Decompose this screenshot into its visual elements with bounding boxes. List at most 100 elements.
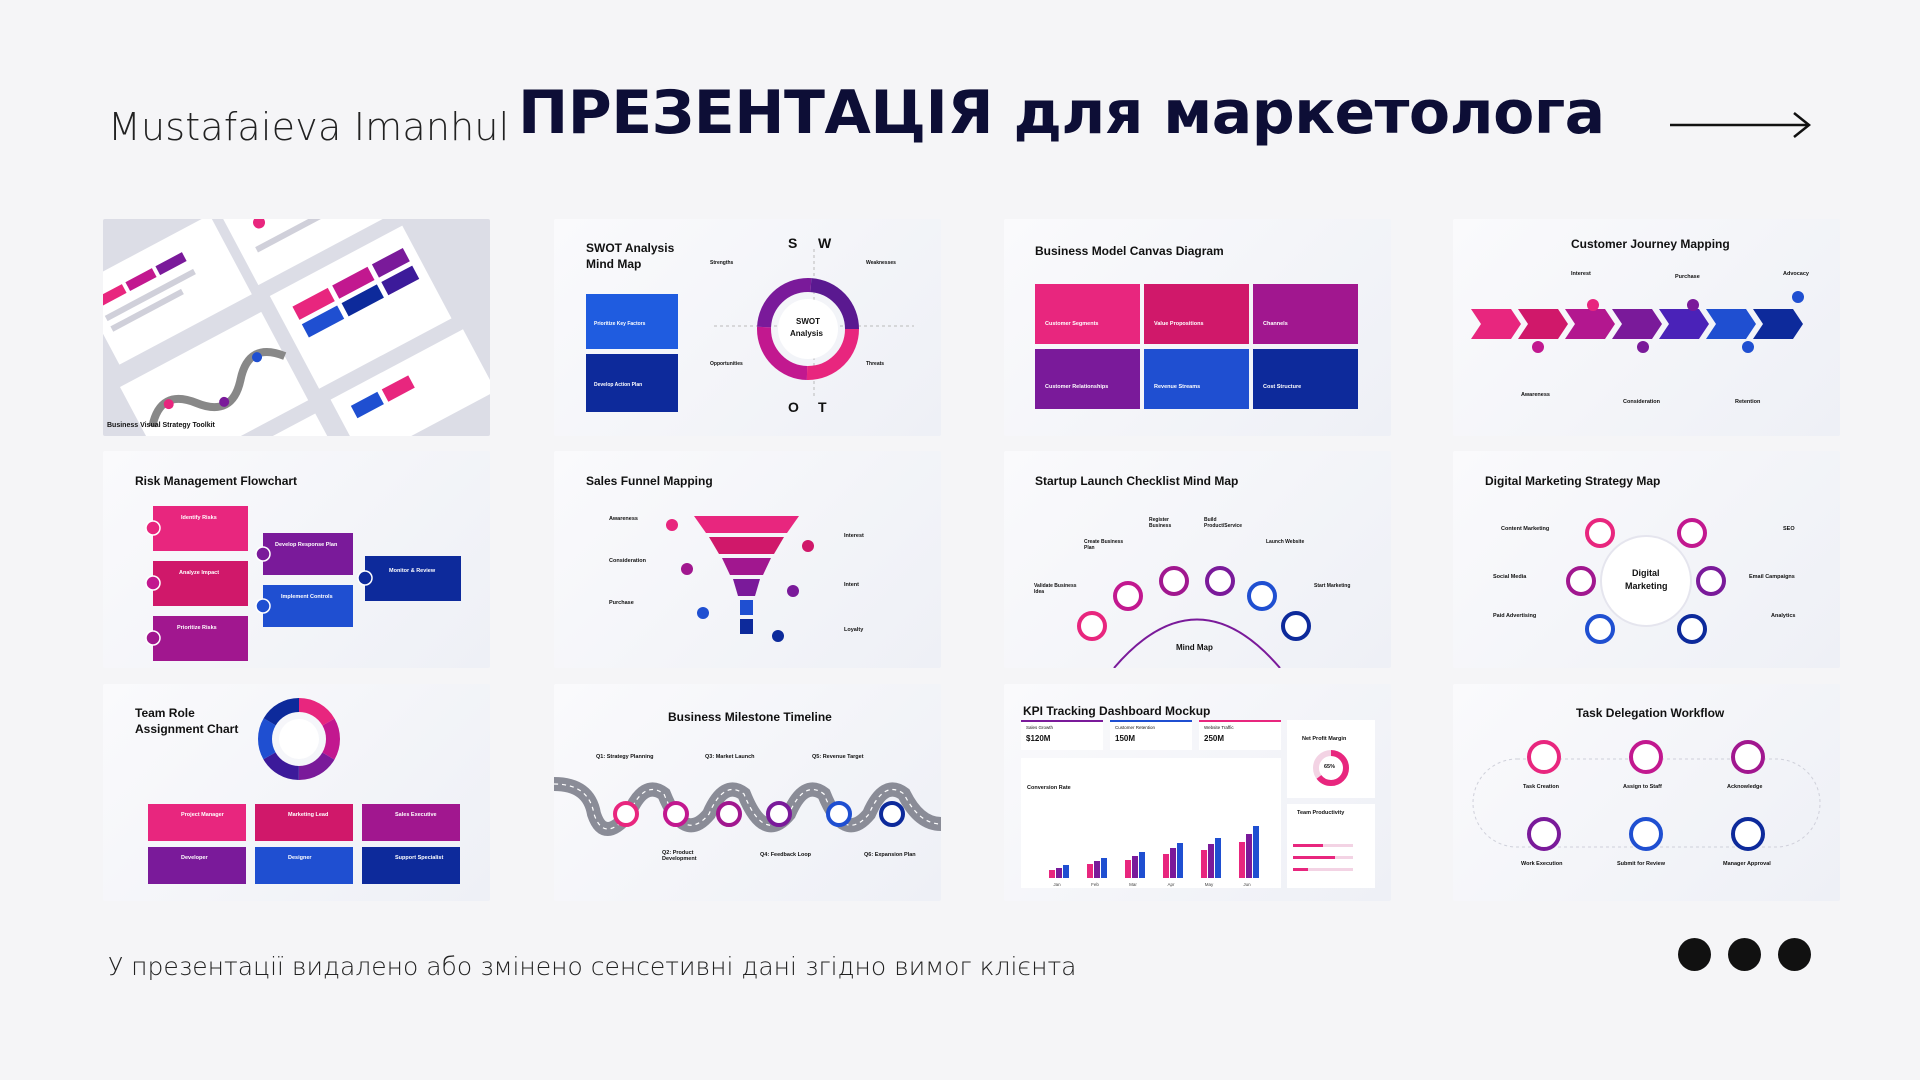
bmc-cell: Channels (1263, 321, 1288, 327)
swot-item: Weaknesses (866, 260, 896, 266)
digital-label: Email Campaigns (1749, 574, 1795, 580)
kpi-label: Sales Growth (1026, 725, 1054, 730)
task-step: Assign to Staff (1623, 784, 1662, 790)
swot-letter-t: T (818, 399, 827, 415)
kpi-bar-chart: Jan Feb Mar Apr May Jun (1049, 826, 1259, 887)
slide-title: Risk Management Flowchart (135, 474, 298, 488)
kpi-month-label: Jan (1053, 882, 1061, 887)
team-role: Project Manager (181, 812, 224, 818)
swot-center-1: SWOT (796, 317, 820, 326)
milestone-label: Q5: Revenue Target (812, 754, 864, 760)
journey-label: Consideration (1623, 399, 1660, 405)
slide-thumbnail-team[interactable]: Team Role Assignment Chart Project Manag… (103, 684, 490, 901)
productivity-label: Team Productivity (1297, 810, 1345, 816)
task-step: Acknowledge (1727, 784, 1763, 790)
risk-box: Monitor & Review (389, 568, 436, 574)
dot-icon (1678, 938, 1711, 971)
slide-title: Startup Launch Checklist Mind Map (1035, 474, 1239, 488)
mindmap-center: Mind Map (1176, 643, 1213, 652)
milestone-label: Q4: Feedback Loop (760, 852, 812, 858)
digital-label: Content Marketing (1501, 526, 1550, 532)
team-role: Sales Executive (395, 812, 437, 818)
kpi-bar (1215, 838, 1221, 878)
milestone-label: Q1: Strategy Planning (596, 754, 654, 760)
digital-map (1566, 518, 1726, 644)
kpi-month-label: Jun (1243, 882, 1251, 887)
kpi-bar (1246, 834, 1252, 878)
slide-title: SWOT Analysis (586, 241, 675, 255)
milestone-road (554, 777, 941, 836)
kpi-label: Website Traffic (1204, 725, 1234, 730)
kpi-label: Customer Retention (1115, 725, 1156, 730)
task-step: Task Creation (1523, 784, 1559, 790)
team-role: Marketing Lead (288, 812, 329, 818)
milestone-label: Q6: Expansion Plan (864, 852, 916, 858)
task-step: Submit for Review (1617, 861, 1665, 867)
kpi-bar (1177, 843, 1183, 878)
kpi-bar (1125, 860, 1131, 878)
swot-letter-w: W (818, 235, 832, 251)
kpi-bar (1094, 861, 1100, 878)
digital-center: Digital (1632, 568, 1660, 578)
slide-thumbnail-task[interactable]: Task Delegation Workflow Task Creation A… (1453, 684, 1840, 901)
swot-diagram (586, 249, 914, 412)
slide-title: Sales Funnel Mapping (586, 474, 713, 488)
mindmap-node: Create Business Plan (1084, 539, 1124, 551)
bmc-cell: Customer Relationships (1045, 384, 1109, 390)
more-options-icon[interactable] (1678, 938, 1811, 971)
journey-label: Advocacy (1783, 271, 1809, 277)
slide-thumbnail-digital[interactable]: Digital Marketing Strategy Map Digital M… (1453, 451, 1840, 668)
slide-title-line2: Assignment Chart (135, 722, 239, 736)
mindmap-arcs (1077, 566, 1311, 668)
kpi-bar (1087, 864, 1093, 878)
funnel-label: Consideration (609, 558, 646, 564)
funnel-diagram (666, 516, 814, 642)
digital-label: Analytics (1771, 613, 1796, 619)
swot-item: Strengths (710, 260, 734, 266)
page-title: ПРЕЗЕНТАЦІЯ для маркетолога (518, 78, 1605, 148)
risk-box: Prioritize Risks (177, 625, 217, 631)
slide-thumbnail-bmc[interactable]: Business Model Canvas Diagram Customer S… (1004, 219, 1391, 436)
slide-thumbnail-journey[interactable]: Customer Journey Mapping Interest Purcha… (1453, 219, 1840, 436)
mindmap-node: Start Marketing (1314, 583, 1351, 589)
mindmap-node: Launch Website (1266, 539, 1305, 545)
kpi-bar (1253, 826, 1259, 878)
bmc-grid (1035, 284, 1358, 409)
slide-thumbnail-kpi[interactable]: KPI Tracking Dashboard Mockup Sales Grow… (1004, 684, 1391, 901)
digital-center-2: Marketing (1625, 581, 1668, 591)
team-role: Support Specialist (395, 855, 444, 861)
digital-label: Social Media (1493, 574, 1527, 580)
kpi-month-label: Apr (1167, 882, 1175, 887)
slide-title: Team Role (135, 706, 195, 720)
milestone-label: Q2: Product Development (662, 850, 697, 862)
task-step: Work Execution (1521, 861, 1563, 867)
journey-label: Retention (1735, 399, 1761, 405)
conversion-label: Conversion Rate (1027, 785, 1071, 791)
slide-caption: Business Visual Strategy Toolkit (107, 422, 215, 429)
digital-label: Paid Advertising (1493, 613, 1537, 619)
slide-thumbnail-risk[interactable]: Risk Management Flowchart Identify Risks… (103, 451, 490, 668)
slide-thumbnail-swot[interactable]: SWOT Analysis Mind Map Prioritize Key Fa… (554, 219, 941, 436)
kpi-bar (1056, 868, 1062, 878)
slide-thumbnail-funnel[interactable]: Sales Funnel Mapping Awareness Considera… (554, 451, 941, 668)
arrow-right-icon[interactable] (1668, 110, 1814, 140)
disclaimer-note: У презентації видалено або змінено сенсе… (108, 952, 1077, 981)
funnel-label: Intent (844, 582, 859, 588)
net-profit-value: 65% (1324, 764, 1336, 770)
slide-title: Task Delegation Workflow (1576, 706, 1725, 720)
slide-thumbnail-toolkit[interactable]: Business Visual Strategy Toolkit (103, 219, 490, 436)
slide-thumbnail-startup[interactable]: Startup Launch Checklist Mind Map Valida… (1004, 451, 1391, 668)
slide-title: Business Milestone Timeline (668, 710, 832, 724)
kpi-bar (1063, 865, 1069, 878)
slide-thumbnail-milestone[interactable]: Business Milestone Timeline Q1: Strategy… (554, 684, 941, 901)
slide-title: Business Model Canvas Diagram (1035, 244, 1224, 258)
journey-label: Purchase (1675, 274, 1700, 280)
mindmap-node: Register Business (1149, 517, 1172, 529)
risk-flowchart (145, 506, 461, 661)
funnel-label: Purchase (609, 600, 634, 606)
team-role: Developer (181, 855, 208, 861)
kpi-bar (1139, 852, 1145, 878)
bmc-cell: Value Propositions (1154, 321, 1204, 327)
swot-item: Opportunities (710, 361, 743, 367)
funnel-label: Awareness (609, 516, 638, 522)
